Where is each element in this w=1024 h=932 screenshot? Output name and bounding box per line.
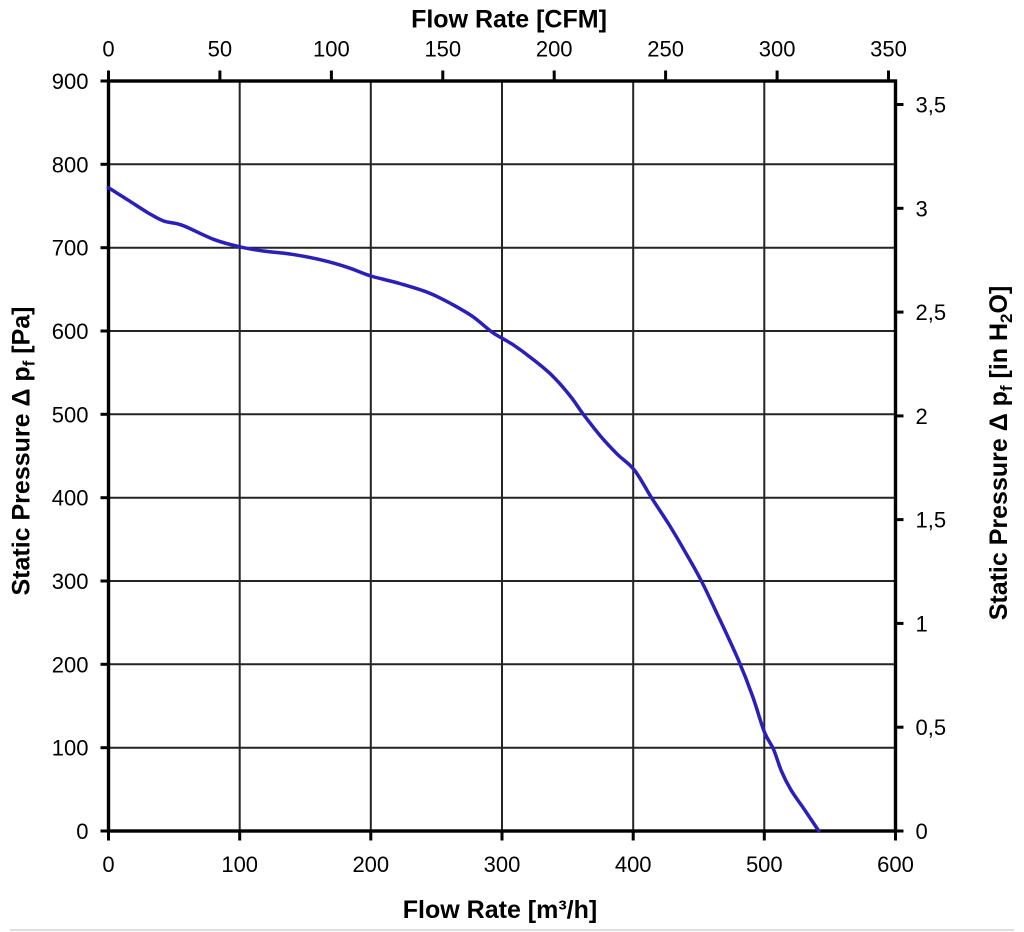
- svg-text:600: 600: [52, 319, 89, 344]
- svg-text:0: 0: [102, 37, 114, 62]
- svg-text:2,5: 2,5: [916, 300, 947, 325]
- svg-text:Static Pressure Δ pf [Pa]: Static Pressure Δ pf [Pa]: [8, 306, 39, 595]
- svg-text:3: 3: [916, 196, 928, 221]
- svg-text:100: 100: [313, 37, 350, 62]
- svg-text:500: 500: [52, 402, 89, 427]
- svg-text:100: 100: [221, 852, 258, 877]
- svg-text:200: 200: [352, 852, 389, 877]
- svg-text:100: 100: [52, 736, 89, 761]
- svg-text:600: 600: [877, 852, 914, 877]
- svg-text:200: 200: [52, 652, 89, 677]
- svg-text:900: 900: [52, 69, 89, 94]
- svg-text:0: 0: [916, 819, 928, 844]
- svg-text:500: 500: [746, 852, 783, 877]
- svg-text:1: 1: [916, 611, 928, 636]
- svg-text:3,5: 3,5: [916, 93, 947, 118]
- svg-text:800: 800: [52, 152, 89, 177]
- svg-text:0: 0: [76, 819, 88, 844]
- svg-text:300: 300: [52, 569, 89, 594]
- svg-text:2: 2: [916, 404, 928, 429]
- svg-text:1,5: 1,5: [916, 508, 947, 533]
- svg-text:0: 0: [102, 852, 114, 877]
- svg-text:200: 200: [536, 37, 573, 62]
- svg-text:150: 150: [424, 37, 461, 62]
- svg-text:400: 400: [615, 852, 652, 877]
- svg-text:0,5: 0,5: [916, 715, 947, 740]
- svg-text:250: 250: [647, 37, 684, 62]
- svg-text:400: 400: [52, 486, 89, 511]
- svg-text:Flow Rate [CFM]: Flow Rate [CFM]: [411, 6, 607, 34]
- svg-text:300: 300: [759, 37, 796, 62]
- svg-text:350: 350: [870, 37, 907, 62]
- svg-text:Static Pressure Δ pf [in H2O]: Static Pressure Δ pf [in H2O]: [985, 286, 1016, 621]
- svg-text:300: 300: [484, 852, 521, 877]
- svg-text:700: 700: [52, 236, 89, 261]
- svg-text:50: 50: [208, 37, 232, 62]
- svg-text:Flow Rate [m³/h]: Flow Rate [m³/h]: [403, 896, 597, 924]
